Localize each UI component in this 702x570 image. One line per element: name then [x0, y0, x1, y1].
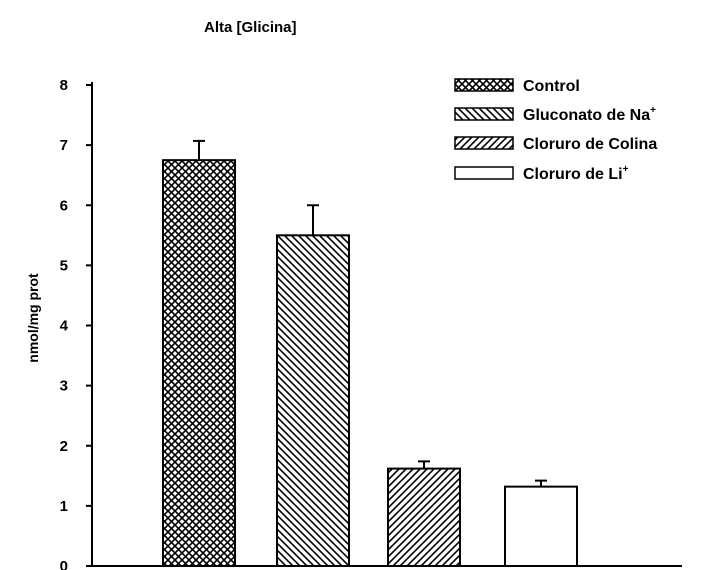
y-tick-label: 7	[60, 137, 68, 154]
bar-cloruro-de-colina	[387, 467, 461, 567]
bar-control	[162, 159, 236, 567]
bar-cloruro-de-li	[504, 485, 578, 568]
legend-label: Cloruro de Colina	[523, 136, 657, 153]
legend-swatch	[454, 107, 514, 121]
legend-label-text: Cloruro de Colina	[523, 136, 657, 153]
legend-label-text: Cloruro de Li	[523, 166, 623, 183]
legend-label: Control	[523, 78, 580, 95]
legend-label-text: Control	[523, 78, 580, 95]
y-axis-title: nmol/mg prot	[25, 273, 41, 363]
y-tick-label: 4	[60, 318, 69, 335]
legend-label-text: Gluconato de Na	[523, 107, 650, 124]
legend-label: Cloruro de Li+	[523, 164, 629, 183]
legend-label-superscript: +	[623, 164, 629, 175]
bars-group	[162, 139, 578, 568]
legend-label: Gluconato de Na+	[523, 105, 656, 124]
y-tick-label: 6	[60, 197, 68, 214]
y-tick-label: 8	[60, 77, 68, 94]
y-tick-label: 3	[60, 378, 68, 395]
legend-swatch	[454, 166, 514, 180]
legend-swatch	[454, 78, 514, 92]
chart-title: Alta [Glicina]	[204, 19, 297, 36]
bar-gluconato-de-na	[276, 234, 350, 567]
y-tick-label: 1	[60, 498, 68, 515]
y-tick-label: 0	[60, 558, 68, 570]
y-tick-label: 2	[60, 438, 68, 455]
y-tick-label: 5	[60, 257, 68, 274]
legend-label-superscript: +	[650, 105, 656, 116]
legend-swatch	[454, 136, 514, 150]
